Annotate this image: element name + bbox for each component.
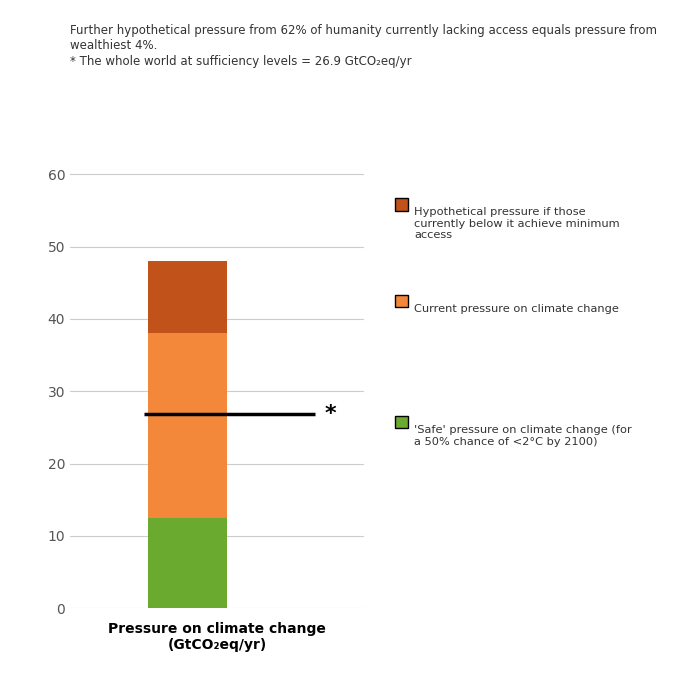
Text: *: * (325, 404, 337, 424)
X-axis label: Pressure on climate change
(GtCO₂eq/yr): Pressure on climate change (GtCO₂eq/yr) (108, 622, 326, 652)
Bar (148, 333, 227, 518)
Bar (148, 261, 227, 333)
Bar (148, 518, 227, 608)
Text: Current pressure on climate change: Current pressure on climate change (414, 304, 620, 314)
Text: 'Safe' pressure on climate change (for
a 50% chance of <2°C by 2100): 'Safe' pressure on climate change (for a… (414, 425, 632, 446)
Text: Hypothetical pressure if those
currently below it achieve minimum
access: Hypothetical pressure if those currently… (414, 207, 620, 240)
Text: Further hypothetical pressure from 62% of humanity currently lacking access equa: Further hypothetical pressure from 62% o… (70, 24, 657, 37)
Text: * The whole world at sufficiency levels = 26.9 GtCO₂eq/yr: * The whole world at sufficiency levels … (70, 55, 412, 68)
Text: wealthiest 4%.: wealthiest 4%. (70, 39, 158, 53)
